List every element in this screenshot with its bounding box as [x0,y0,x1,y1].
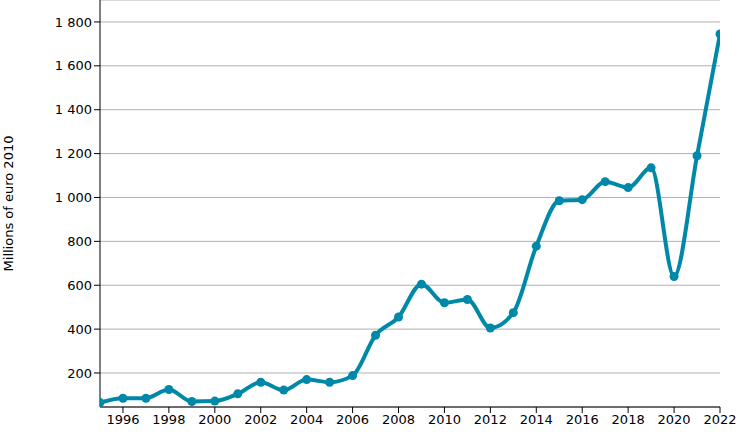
svg-text:2012: 2012 [474,412,507,427]
svg-text:2022: 2022 [703,412,736,427]
svg-text:1 800: 1 800 [55,15,92,30]
svg-text:1 200: 1 200 [55,146,92,161]
svg-text:400: 400 [67,322,92,337]
svg-text:2002: 2002 [244,412,277,427]
svg-text:1 000: 1 000 [55,190,92,205]
svg-text:2010: 2010 [428,412,461,427]
svg-text:2020: 2020 [658,412,691,427]
svg-text:2018: 2018 [612,412,645,427]
svg-text:800: 800 [67,234,92,249]
svg-text:200: 200 [67,366,92,381]
svg-text:1996: 1996 [106,412,139,427]
svg-text:2008: 2008 [382,412,415,427]
svg-text:1 600: 1 600 [55,58,92,73]
svg-text:1 400: 1 400 [55,102,92,117]
svg-text:2000: 2000 [198,412,231,427]
svg-text:2016: 2016 [566,412,599,427]
svg-text:Millions of euro 2010: Millions of euro 2010 [8,136,16,272]
svg-text:600: 600 [67,278,92,293]
svg-text:2014: 2014 [520,412,553,427]
svg-text:1998: 1998 [152,412,185,427]
svg-text:2006: 2006 [336,412,369,427]
svg-text:2004: 2004 [290,412,323,427]
